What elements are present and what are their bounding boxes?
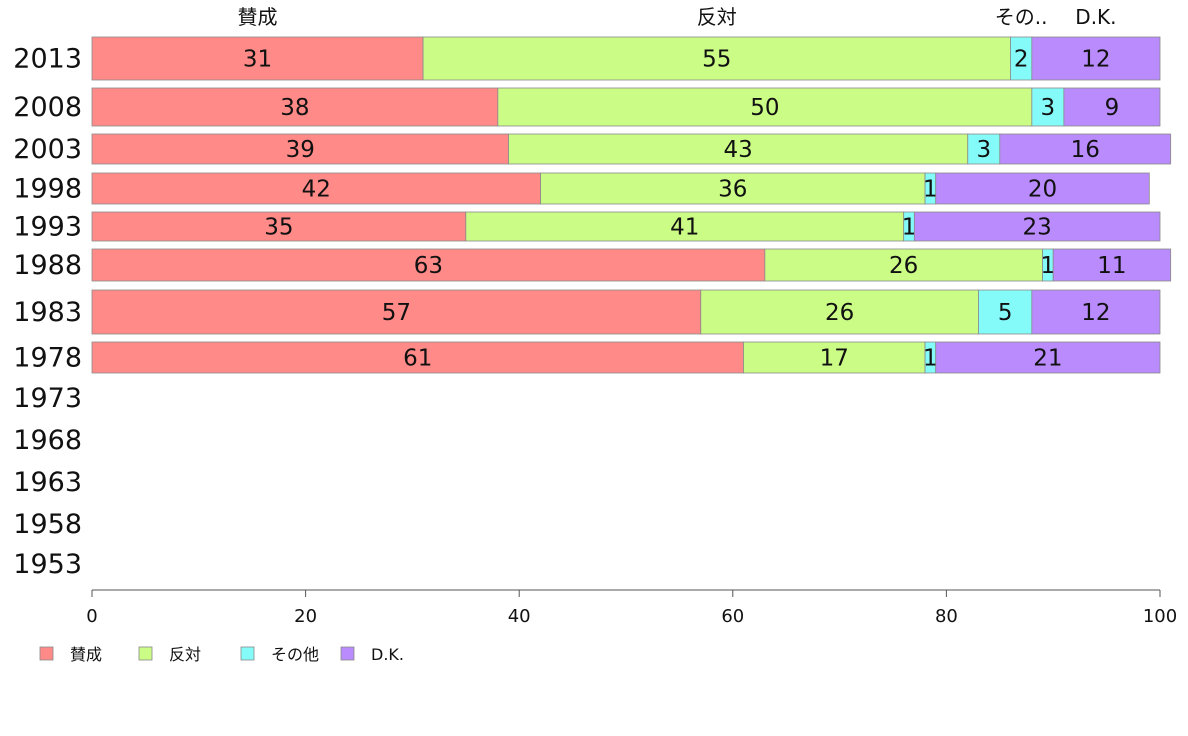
x-axis: 0 20 40 60 80 100 (86, 589, 1177, 627)
bar-segment (700, 289, 979, 335)
category-label: 2003 (13, 134, 82, 165)
category-label: 1988 (13, 250, 82, 281)
bar-segment (1031, 289, 1161, 335)
data-label: 20 (1028, 177, 1057, 203)
x-tick-label: 100 (1143, 606, 1177, 627)
bar-segment (1063, 87, 1161, 127)
legend-swatch (39, 646, 54, 661)
data-label: 12 (1081, 47, 1110, 73)
legend-item: 賛成 (39, 645, 102, 664)
legend-item: その他 (240, 645, 319, 664)
data-label: 35 (264, 215, 293, 241)
category-label: 2008 (13, 92, 82, 123)
data-label: 31 (243, 47, 272, 73)
bar-segment (91, 133, 509, 165)
legend-swatch (240, 646, 255, 661)
data-label: 61 (403, 346, 432, 372)
data-label: 3 (976, 137, 991, 163)
legend-swatch (138, 646, 153, 661)
data-label: 16 (1071, 137, 1100, 163)
legend-swatch (340, 646, 355, 661)
data-label: 2 (1014, 47, 1029, 73)
bar-segment (540, 172, 926, 205)
bar-segment (967, 133, 1001, 165)
data-label: 3 (1041, 95, 1056, 121)
x-tick-label: 40 (508, 606, 531, 627)
data-label: 1 (1041, 253, 1056, 279)
data-label: 50 (750, 95, 779, 121)
data-label: 26 (825, 300, 854, 326)
category-label: 1983 (13, 297, 82, 328)
legend-label: その他 (271, 645, 319, 664)
bar-segment (1031, 36, 1161, 81)
data-label: 57 (382, 300, 411, 326)
data-label: 9 (1105, 95, 1120, 121)
bar-segment (935, 172, 1150, 205)
bar-segment (999, 133, 1172, 165)
bar-segment (1031, 87, 1065, 127)
legend: 賛成 反対 その他 D.K. (39, 645, 404, 664)
category-labels: 2013 2008 2003 1998 1993 1988 1983 1978 1973 1968… (13, 44, 82, 581)
data-label: 12 (1081, 300, 1110, 326)
data-label: 11 (1097, 253, 1126, 279)
legend-item: D.K. (340, 645, 404, 664)
category-label: 1998 (13, 174, 82, 205)
data-label: 26 (889, 253, 918, 279)
data-label: 55 (702, 47, 731, 73)
bar-segment (935, 341, 1161, 374)
data-label: 63 (414, 253, 443, 279)
bar-segment (508, 133, 969, 165)
x-tick-label: 60 (721, 606, 744, 627)
data-label: 17 (820, 346, 849, 372)
x-tick-label: 0 (86, 606, 97, 627)
bar-segment (497, 87, 1033, 127)
data-label: 42 (302, 177, 331, 203)
bar-segment (743, 341, 926, 374)
category-label: 1978 (13, 343, 82, 374)
data-label: 43 (723, 137, 752, 163)
data-label: 1 (902, 215, 917, 241)
data-label: 21 (1033, 346, 1062, 372)
column-header: 反対 (697, 5, 737, 29)
x-tick-label: 80 (935, 606, 958, 627)
bar-segment (91, 36, 424, 81)
data-label: 41 (670, 215, 699, 241)
legend-label: D.K. (371, 645, 404, 664)
bar-segment (422, 36, 1011, 81)
data-label: 1 (923, 346, 938, 372)
legend-label: 反対 (169, 645, 201, 664)
data-label: 23 (1023, 215, 1052, 241)
bar-segment (91, 172, 541, 205)
data-label: 38 (280, 95, 309, 121)
x-tick-label: 20 (294, 606, 317, 627)
column-headers: 賛成 反対 その.. D.K. (238, 5, 1117, 29)
bar-segment (465, 211, 905, 242)
legend-label: 賛成 (70, 645, 102, 664)
column-header: その.. (995, 5, 1048, 29)
bar-segment (91, 87, 499, 127)
bar-segment (1052, 248, 1172, 282)
category-label: 2013 (13, 44, 82, 75)
data-label: 5 (998, 300, 1013, 326)
bar-segment (91, 248, 766, 282)
category-label: 1953 (13, 549, 82, 580)
data-label: 36 (718, 177, 747, 203)
category-label: 1973 (13, 383, 82, 414)
category-label: 1968 (13, 425, 82, 456)
bar-segment (91, 341, 744, 374)
bar-segment (764, 248, 1043, 282)
legend-item: 反対 (138, 645, 201, 664)
data-label: 39 (286, 137, 315, 163)
category-label: 1963 (13, 467, 82, 498)
data-label: 1 (923, 177, 938, 203)
bar-segment (913, 211, 1161, 242)
column-header: D.K. (1075, 5, 1116, 29)
column-header: 賛成 (238, 5, 278, 29)
category-label: 1958 (13, 509, 82, 540)
bar-segment (91, 211, 467, 242)
category-label: 1993 (13, 212, 82, 243)
